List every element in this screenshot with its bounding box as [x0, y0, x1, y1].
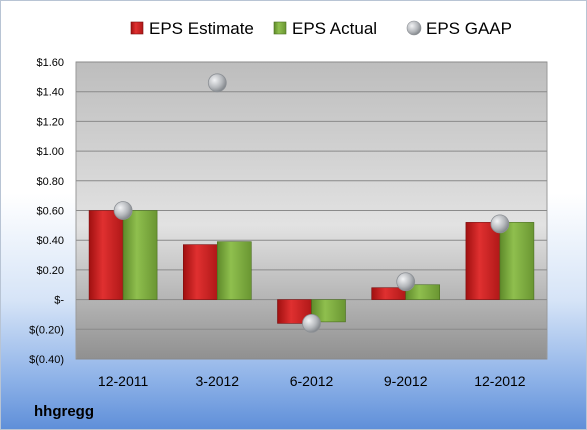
bar-eps-actual — [499, 222, 535, 300]
bar-eps-actual — [217, 241, 252, 300]
legend-label: EPS GAAP — [426, 19, 512, 38]
plot-area: $(0.40) $(0.20) $- $0.20 $0.40 $0.60 $0.80 $1.0… — [29, 57, 548, 389]
legend-label: EPS Estimate — [149, 19, 254, 38]
y-tick-label: $(0.40) — [29, 354, 64, 366]
company-name: hhgregg — [34, 403, 94, 420]
bar-eps-actual — [405, 284, 441, 300]
x-tick-label: 12-2012 — [474, 373, 526, 389]
x-tick-label: 6-2012 — [290, 373, 334, 389]
point-eps-gaap — [490, 214, 510, 234]
y-tick-label: $(0.20) — [29, 324, 64, 336]
legend-label: EPS Actual — [292, 19, 377, 38]
legend-swatch — [406, 20, 422, 36]
y-tick-label: $1.20 — [36, 116, 64, 128]
x-tick-label: 9-2012 — [384, 373, 428, 389]
y-tick-label: $1.40 — [36, 87, 64, 99]
bar-eps-estimate — [465, 222, 501, 300]
bar-eps-estimate — [88, 210, 124, 300]
bar-eps-actual — [311, 299, 346, 323]
y-tick-label: $1.60 — [36, 57, 64, 69]
legend-swatch — [130, 21, 144, 35]
y-tick-label: $- — [54, 295, 64, 307]
bar-eps-actual — [122, 210, 158, 300]
point-eps-gaap — [396, 272, 416, 292]
point-eps-gaap — [113, 201, 133, 220]
y-tick-label: $0.60 — [36, 206, 64, 218]
legend-swatch — [273, 21, 287, 35]
x-tick-label: 12-2011 — [98, 373, 149, 389]
x-tick-label: 3-2012 — [196, 373, 240, 389]
bar-eps-estimate — [183, 244, 218, 300]
y-tick-label: $0.40 — [36, 235, 64, 247]
point-eps-gaap — [302, 313, 321, 333]
point-eps-gaap — [207, 73, 227, 93]
legend: EPS Estimate EPS Actual EPS GAAP — [130, 19, 512, 38]
y-tick-label: $1.00 — [36, 146, 64, 158]
y-tick-label: $0.80 — [36, 176, 64, 188]
y-tick-label: $0.20 — [36, 265, 64, 277]
